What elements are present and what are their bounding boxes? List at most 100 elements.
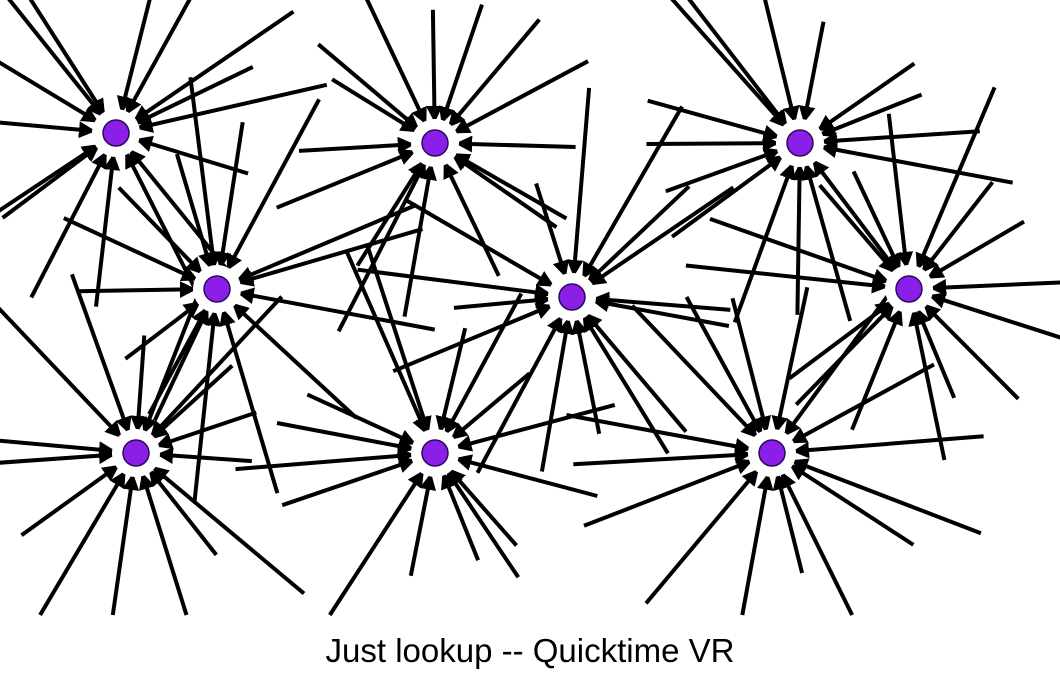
ray-arrow <box>929 279 1060 296</box>
ray-arrow <box>357 267 552 301</box>
ray-arrow <box>130 335 147 433</box>
ray-arrow <box>236 227 424 287</box>
ray-arrow <box>306 392 417 446</box>
ray-arrow <box>149 295 284 439</box>
ray-arrow <box>684 296 764 436</box>
ray-arrow <box>475 314 564 474</box>
ray-arrow <box>317 42 420 131</box>
ray-arrow <box>566 413 753 455</box>
viewpoint-node-n1 <box>102 119 130 147</box>
ray-arrow <box>581 105 684 280</box>
ray-arrow <box>443 292 524 436</box>
nodes-layer <box>92 109 933 477</box>
ray-arrow <box>455 135 576 153</box>
ray-arrow <box>452 152 568 221</box>
ray-arrow <box>188 77 221 269</box>
ray-arrow <box>1 144 100 220</box>
ray-arrow <box>850 307 903 431</box>
ray-arrow <box>772 472 805 574</box>
ray-arrow <box>392 303 554 374</box>
ray-arrow <box>425 9 443 123</box>
ray-arrow <box>771 286 810 434</box>
ray-arrow <box>732 162 796 323</box>
ray-arrow <box>408 472 437 577</box>
ray-arrow <box>298 136 415 154</box>
ray-arrow <box>915 86 997 271</box>
ray-arrow <box>0 120 96 139</box>
ray-arrow <box>62 216 199 282</box>
ray-arrow <box>921 180 995 274</box>
ray-arrow <box>236 287 436 332</box>
ray-arrow <box>441 471 480 562</box>
ray-arrow <box>802 162 853 322</box>
ray-arrow <box>539 317 575 472</box>
ray-arrow <box>219 308 280 494</box>
ray-arrow <box>116 0 152 114</box>
ray-arrow <box>192 309 222 503</box>
ray-arrow <box>709 217 890 285</box>
ray-arrow <box>38 470 127 617</box>
ray-arrow <box>454 402 616 452</box>
ray-arrow <box>566 87 592 277</box>
ray-arrow <box>447 468 519 547</box>
ray-arrow <box>132 9 295 123</box>
ray-arrow <box>670 154 784 239</box>
ray-arrow <box>819 141 1014 185</box>
ray-arrow <box>442 161 501 277</box>
ray-arrow <box>730 297 771 434</box>
ray-arrow <box>0 447 116 465</box>
ray-arrow <box>928 292 1060 340</box>
ray-arrow <box>583 458 754 528</box>
ray-arrow <box>214 121 245 269</box>
ray-arrow <box>591 295 730 328</box>
ray-arrow <box>851 170 902 271</box>
ray-arrow <box>820 129 980 149</box>
viewpoint-node-n2 <box>421 129 449 157</box>
diagram-caption: Just lookup -- Quicktime VR <box>325 632 735 669</box>
light-field-lookup-diagram <box>0 0 1060 617</box>
ray-arrow <box>7 0 104 118</box>
ray-arrow <box>584 312 688 433</box>
ray-arrow <box>152 307 210 422</box>
ray-arrow <box>923 303 1020 401</box>
ray-arrow <box>235 447 415 472</box>
ray-arrow <box>225 98 321 272</box>
ray-arrow <box>76 281 197 298</box>
ray-arrow <box>588 185 735 287</box>
ray-arrow <box>365 246 432 434</box>
ray-arrow <box>155 410 257 450</box>
ray-arrow <box>571 316 602 435</box>
ray-arrow <box>789 463 915 547</box>
ray-arrow <box>792 434 984 459</box>
ray-arrow <box>135 135 249 176</box>
ray-arrow <box>231 302 358 420</box>
ray-arrow <box>646 134 780 152</box>
ray-arrow <box>592 291 731 312</box>
ray-arrow <box>685 263 889 294</box>
ray-arrow <box>687 0 789 127</box>
ray-arrow <box>452 59 589 135</box>
ray-arrow <box>402 163 437 317</box>
ray-arrow <box>0 60 99 124</box>
viewpoint-node-n4 <box>203 275 231 303</box>
ray-arrow <box>818 183 897 274</box>
ray-arrow <box>174 153 215 270</box>
ray-arrow <box>816 61 916 133</box>
ray-arrow <box>148 468 218 557</box>
ray-arrow <box>151 465 306 596</box>
ray-arrow <box>128 148 228 269</box>
ray-arrow <box>783 295 889 437</box>
ray-arrow <box>435 327 468 434</box>
ray-arrow <box>94 153 121 307</box>
ray-arrow <box>445 469 520 579</box>
ray-arrow <box>740 472 774 616</box>
ray-arrow <box>0 438 116 459</box>
ray-arrow <box>586 184 691 284</box>
ray-arrow <box>454 454 598 498</box>
ray-arrow <box>779 471 854 616</box>
ray-arrow <box>343 248 429 435</box>
ray-arrow <box>647 98 781 142</box>
ray-arrow <box>630 304 759 439</box>
ray-arrow <box>450 371 531 441</box>
ray-arrow <box>789 362 935 445</box>
